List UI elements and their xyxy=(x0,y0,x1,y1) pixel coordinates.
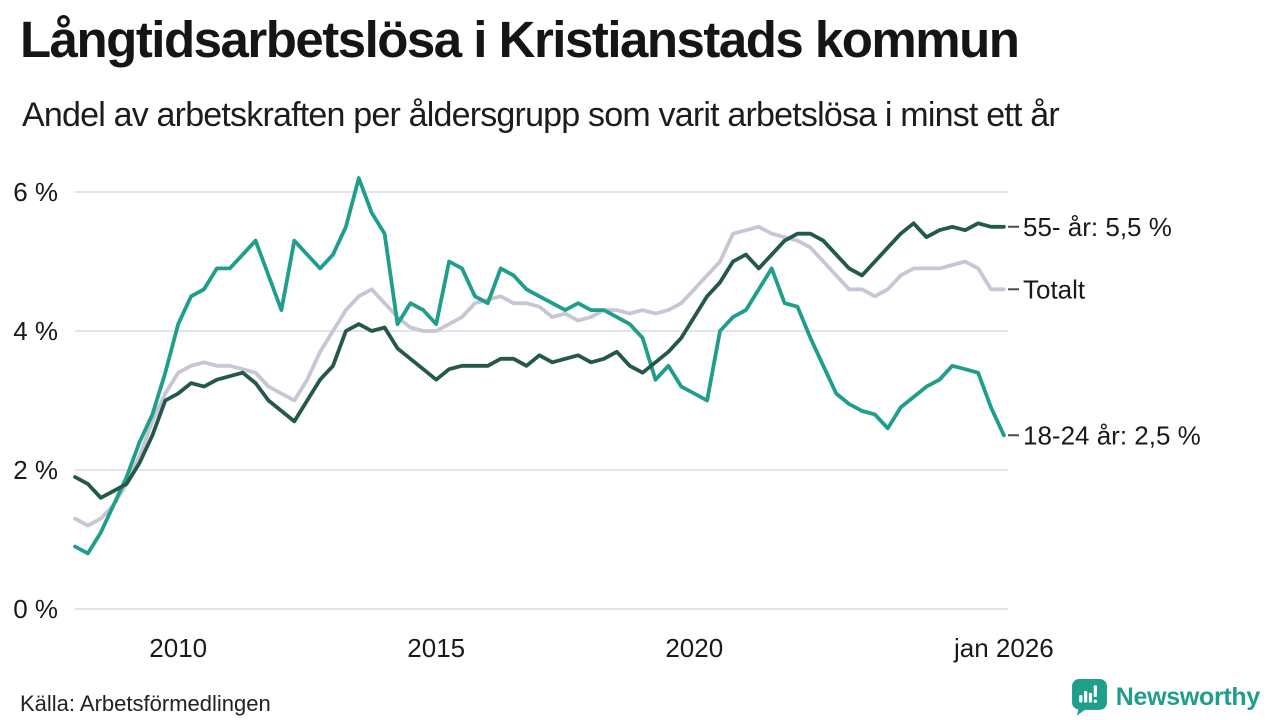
x-axis-tick-label: jan 2026 xyxy=(953,633,1054,663)
page-title: Långtidsarbetslösa i Kristianstads kommu… xyxy=(20,11,1020,68)
source-note: Källa: Arbetsförmedlingen xyxy=(20,691,271,716)
x-axis-tick-label: 2020 xyxy=(665,633,723,663)
y-axis-tick-label: 0 % xyxy=(13,594,58,624)
newsworthy-logo: Newsworthy xyxy=(1071,678,1260,716)
series-line-Totalt xyxy=(73,224,1006,528)
x-axis-tick-label: 2015 xyxy=(407,633,465,663)
y-axis-tick-label: 6 % xyxy=(13,177,58,207)
y-axis-tick-label: 2 % xyxy=(13,455,58,485)
series-end-label: 18-24 år: 2,5 % xyxy=(1023,420,1201,450)
series-end-label: 55- år: 5,5 % xyxy=(1023,212,1172,242)
newsworthy-wordmark: Newsworthy xyxy=(1115,682,1261,711)
series-end-label: Totalt xyxy=(1023,274,1086,304)
y-axis-tick-label: 4 % xyxy=(13,316,58,346)
series-line-18-24 år xyxy=(73,176,1006,556)
bar-chart-glyph xyxy=(1078,685,1097,703)
newsworthy-bubble-icon xyxy=(1071,679,1107,716)
series-line-55- år xyxy=(73,221,1006,500)
page-subtitle: Andel av arbetskraften per åldersgrupp s… xyxy=(22,96,1060,134)
x-axis-tick-label: 2010 xyxy=(149,633,207,663)
